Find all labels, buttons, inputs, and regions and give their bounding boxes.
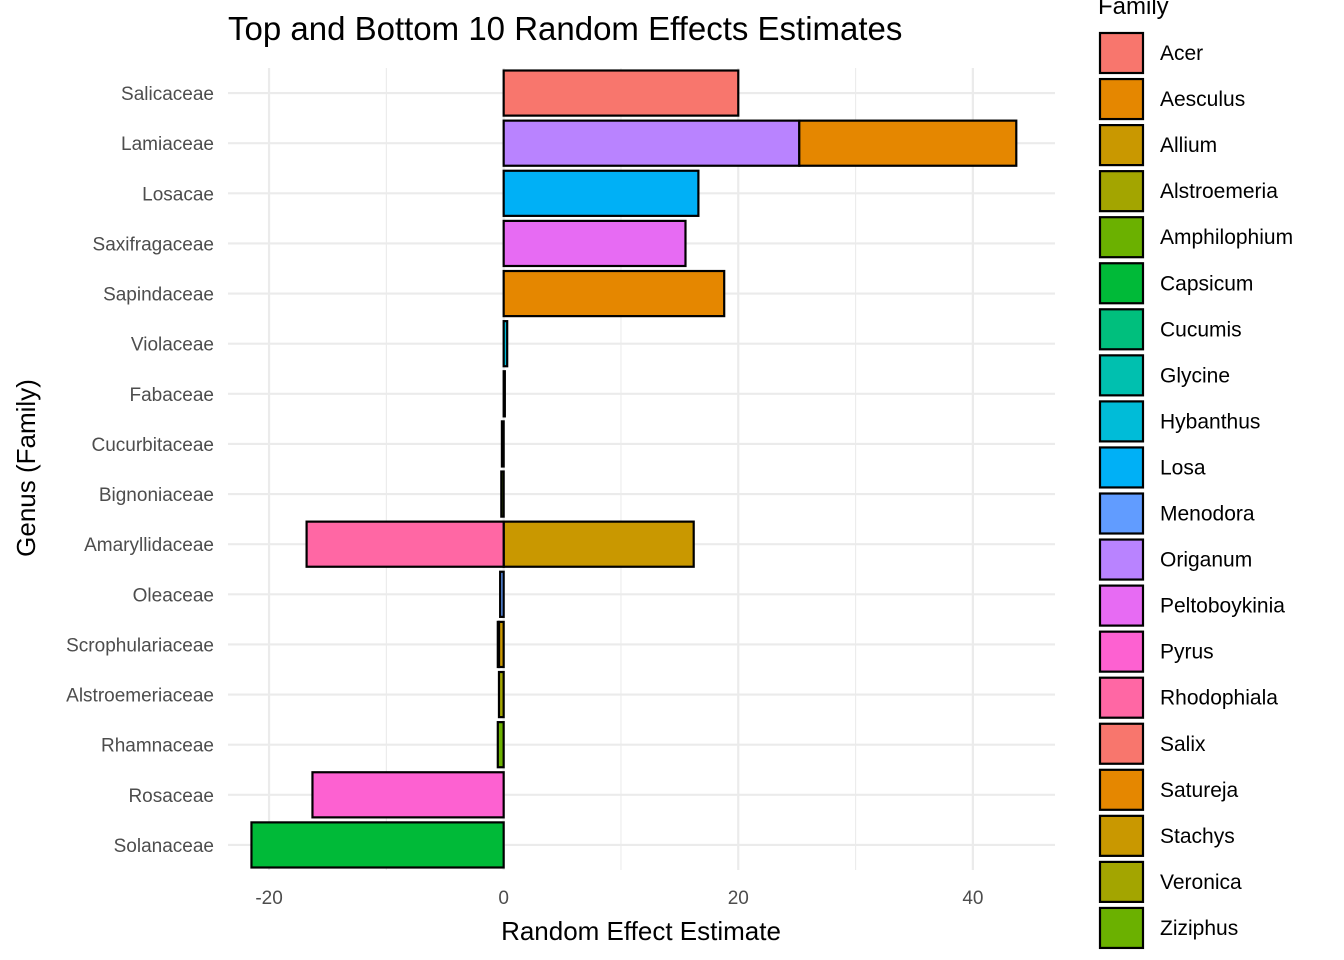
bar-violaceae-hybanthus <box>502 320 509 368</box>
legend-label: Pyrus <box>1160 641 1214 664</box>
legend-label: Peltoboykinia <box>1160 595 1285 618</box>
legend-title: Family <box>1098 0 1169 20</box>
legend-label: Losa <box>1160 456 1206 479</box>
bar-cucurbitaceae-cucumis <box>500 420 505 468</box>
legend-label: Acer <box>1160 42 1203 65</box>
legend-label: Allium <box>1160 134 1217 157</box>
y-tick-label: Salicaceae <box>121 84 214 105</box>
legend-label: Salix <box>1160 733 1206 756</box>
y-tick-label: Fabaceae <box>129 385 214 406</box>
bar-saxifragaceae-peltoboykinia <box>502 219 687 268</box>
legend-items: Acer Aesculus Allium Alstroemeria Amphilophi… <box>1098 31 1293 950</box>
legend-key-cucumis <box>1098 308 1145 351</box>
legend-label: Satureja <box>1160 779 1239 802</box>
legend-label: Hybanthus <box>1160 410 1260 433</box>
y-tick-label: Bignoniaceae <box>99 485 214 506</box>
legend-key-menodora <box>1098 492 1145 535</box>
y-tick-label: Alstroemeriaceae <box>66 686 214 707</box>
legend-label: Aesculus <box>1160 88 1245 111</box>
legend-label: Cucumis <box>1160 318 1242 341</box>
legend-key-ziziphus <box>1098 906 1145 950</box>
y-tick-label: Saxifragaceae <box>93 234 214 255</box>
x-axis-tick-labels: -20 0 20 40 <box>255 888 983 909</box>
y-tick-label: Oleaceae <box>133 585 214 606</box>
legend-label: Capsicum <box>1160 272 1253 295</box>
y-tick-label: Cucurbitaceae <box>91 435 214 456</box>
legend-label: Menodora <box>1160 503 1255 526</box>
bar-oleaceae-menodora <box>499 570 505 618</box>
legend-key-hybanthus <box>1098 400 1145 443</box>
legend-key-stachys <box>1098 814 1145 857</box>
legend-key-aesculus <box>1098 77 1145 121</box>
bar-sapindaceae-aesculus <box>502 269 726 318</box>
legend-key-acer <box>1098 31 1145 75</box>
legend-key-salix <box>1098 722 1145 765</box>
y-tick-label: Rosaceae <box>128 786 214 807</box>
legend-label: Amphilophium <box>1160 226 1293 249</box>
bar-scrophulariaceae-veronica <box>496 620 501 669</box>
x-tick-label: -20 <box>255 888 282 909</box>
legend-key-glycine <box>1098 354 1145 397</box>
y-tick-label: Scrophulariaceae <box>66 635 214 656</box>
chart-title: Top and Bottom 10 Random Effects Estimat… <box>228 10 902 47</box>
legend-key-losa <box>1098 446 1145 489</box>
bar-losacae-losa <box>502 169 700 217</box>
bar-solanaceae-capsicum <box>250 821 505 869</box>
legend-label: Glycine <box>1160 364 1230 387</box>
legend-key-veronica <box>1098 860 1145 904</box>
legend-label: Alstroemeria <box>1160 180 1278 203</box>
legend-label: Rhodophiala <box>1160 687 1278 710</box>
y-axis-title: Genus (Family) <box>11 379 41 557</box>
y-tick-label: Losacae <box>142 184 214 205</box>
bar-bignoniaceae-amphilophium <box>500 470 505 518</box>
x-axis-title: Random Effect Estimate <box>501 916 781 946</box>
legend-key-origanum <box>1098 538 1145 581</box>
legend-key-satureja <box>1098 768 1145 811</box>
bar-fabaceae-glycine <box>502 370 506 418</box>
grid-lines <box>228 68 1055 870</box>
bar-amaryllidaceae-rhodophiala <box>305 520 505 568</box>
y-tick-label: Rhamnaceae <box>101 736 214 757</box>
bar-salicaceae-salix <box>502 69 740 117</box>
bars <box>250 69 1018 869</box>
legend-key-allium <box>1098 123 1145 167</box>
bar-rosaceae-pyrus <box>311 771 505 819</box>
y-tick-label: Sapindaceae <box>103 285 214 306</box>
legend-key-alstroemeria <box>1098 170 1145 213</box>
legend-key-rhodophiala <box>1098 676 1145 719</box>
legend-key-pyrus <box>1098 630 1145 673</box>
y-tick-label: Amaryllidaceae <box>84 535 214 556</box>
bar-rhamnaceae-ziziphus <box>496 721 505 769</box>
legend-label: Veronica <box>1160 871 1242 894</box>
bar-lamiaceae-satureja <box>798 119 1018 167</box>
legend-key-peltoboykinia <box>1098 584 1145 627</box>
y-tick-label: Violaceae <box>131 335 214 356</box>
legend-key-amphilophium <box>1098 216 1145 259</box>
x-tick-label: 20 <box>728 888 749 909</box>
legend-label: Ziziphus <box>1160 917 1238 940</box>
legend-label: Stachys <box>1160 825 1235 848</box>
legend: Family Acer Aesculus Allium Alstroemeria Amp… <box>1098 0 1293 950</box>
legend-label: Origanum <box>1160 549 1252 572</box>
legend-key-capsicum <box>1098 262 1145 305</box>
y-tick-label: Solanaceae <box>114 836 214 857</box>
y-tick-label: Lamiaceae <box>121 134 214 155</box>
bar-lamiaceae-origanum <box>502 119 801 167</box>
x-tick-label: 0 <box>498 888 509 909</box>
bar-alstroemeriaceae-alstroemeria <box>497 670 505 719</box>
x-tick-label: 40 <box>962 888 983 909</box>
bar-amaryllidaceae-allium <box>502 520 695 568</box>
y-axis-tick-labels: Salicaceae Lamiaceae Losacae Saxifragaceae S… <box>66 84 214 857</box>
